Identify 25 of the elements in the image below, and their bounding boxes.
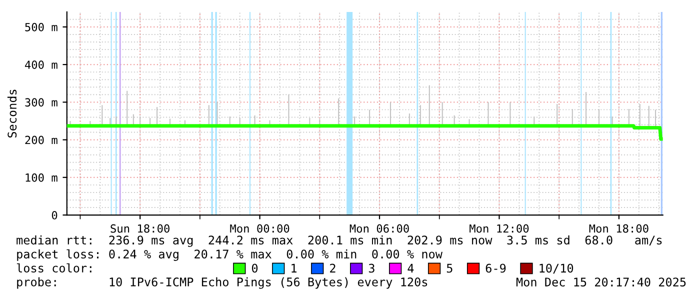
y-tick-label: 100 m [26,173,58,182]
x-tick-label: Mon 00:00 [230,224,290,233]
legend-label: 1 [292,264,296,273]
x-tick-label: Mon 06:00 [350,224,409,233]
legend-label: 5 [446,264,452,273]
y-axis-title: Seconds [7,90,17,138]
y-tick-label: 400 m [24,60,58,69]
legend-label: 4 [408,264,414,273]
legend-label: 2 [330,264,336,273]
legend-title: loss color: [16,263,92,273]
text: packet loss: 0.24 % avg 20.17 % max 0.00 % min 0.00 % now [17,249,442,261]
x-tick-label: Mon 18:00 [589,224,648,233]
legend-label: 0 [252,264,258,273]
text: median rtt: 236.9 ms avg 244.2 ms max 200.1 ms min 202.9 ms now 3.5 ms sd 68.0 am/s [16,235,662,247]
x-tick-label: Sun 18:00 [110,224,170,233]
y-tick-label: 300 m [25,98,58,107]
legend-label: 3 [368,264,374,273]
text: Mon Dec 15 20:17:40 2025 [516,278,686,286]
legend-label: 6-9 [486,264,506,273]
y-tick-label: 0 [52,211,58,220]
x-tick-label: Mon 12:00 [470,224,529,233]
text: probe: 10 IPv6-ICMP Echo Pings (56 Bytes) every 120s [17,277,428,289]
y-tick-label: 500 m [25,22,58,32]
y-tick-label: 200 m [25,136,58,144]
legend-label: 10/10 [540,264,574,274]
